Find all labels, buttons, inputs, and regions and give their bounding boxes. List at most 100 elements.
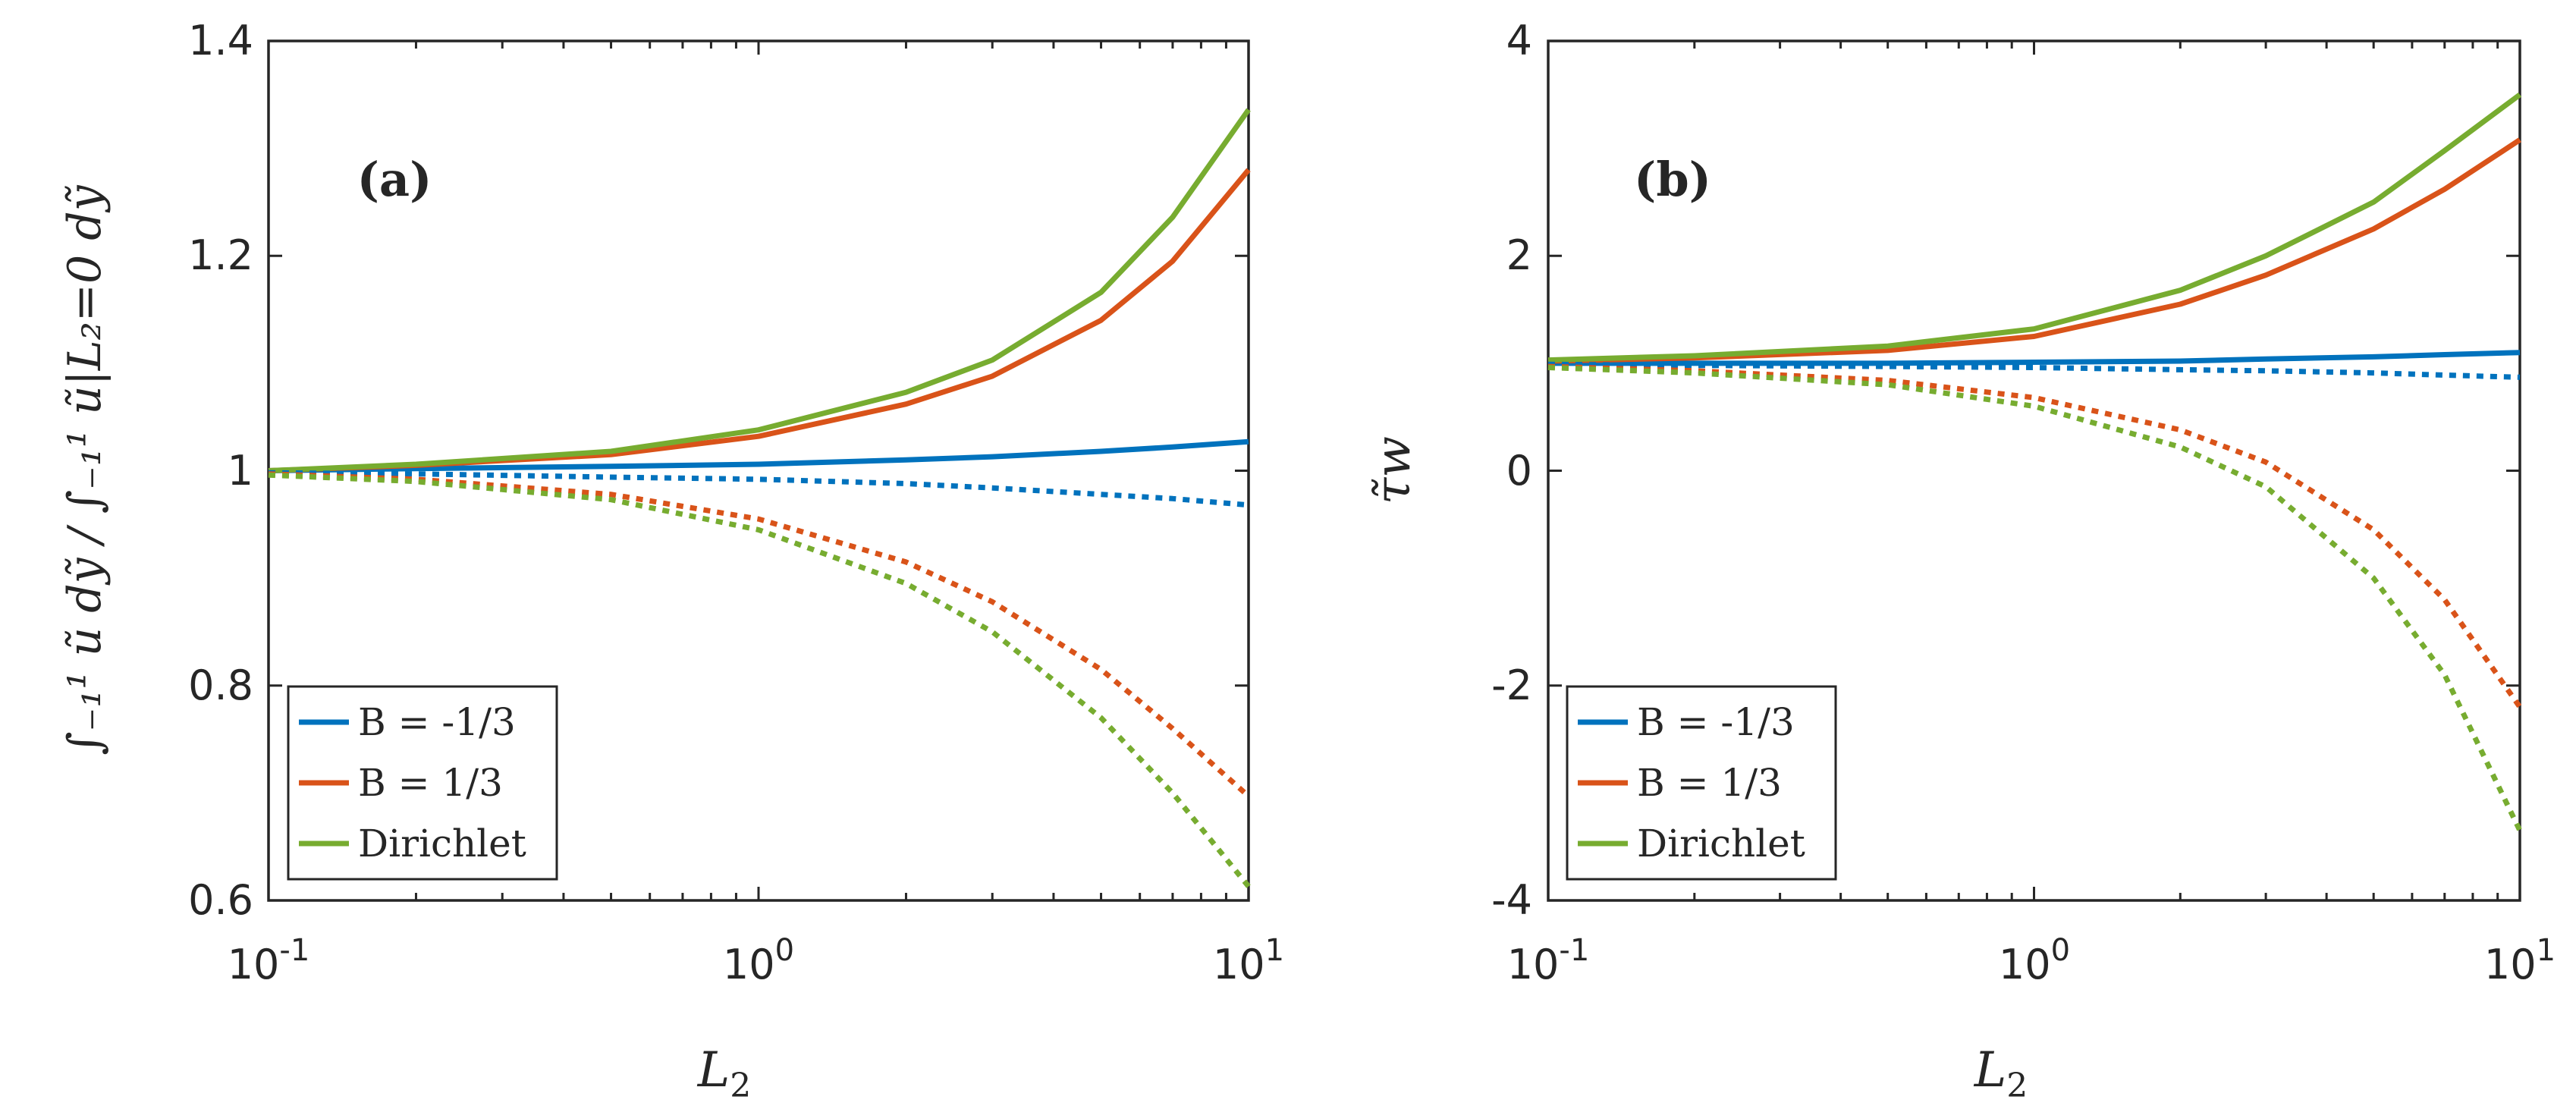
panel-a-plot-lines (266, 108, 1251, 889)
panel-b-series-5-point (2178, 445, 2182, 449)
panel-a-series-4-point (1246, 794, 1251, 799)
panel-a-series-3-point (756, 477, 761, 482)
panel-b-series-2-point (2178, 288, 2182, 293)
panel-b-ylabel: τ̃w (1365, 436, 1422, 504)
panel-b-series-3-point (2178, 367, 2182, 372)
panel-a-series-4-point (756, 517, 761, 521)
panel-b: -4 -2 0 2 4 10-1 100 101 L2 τ̃w (b) B = … (1365, 17, 2556, 1105)
panel-a-series-5-point (990, 630, 994, 634)
panel-b-xtick-label: 10-1 (1507, 933, 1590, 988)
panel-a-series-1-point (1170, 259, 1175, 263)
panel-b-series-1-point (2442, 187, 2447, 191)
panel-a-series-3-point (1170, 496, 1175, 501)
panel-b-series-1-point (2263, 273, 2268, 278)
panel-b-series-5-point (1886, 382, 1890, 387)
panel-b-series-4-point (2442, 598, 2447, 602)
panel-b-series-2-point (2518, 93, 2522, 97)
panel-b-series-3-point (2518, 375, 2522, 379)
panel-a-series-5-point (1246, 884, 1251, 889)
panel-b-series-1-point (2518, 137, 2522, 142)
panel-b-series-2-solid (1547, 92, 2522, 363)
panel-a-series-2-point (990, 358, 994, 363)
panel-b-series-0-point (2371, 354, 2376, 359)
panel-b-series-3-point (2442, 373, 2447, 378)
panel-a-series-0-point (1246, 439, 1251, 444)
panel-a-series-0-point (1170, 445, 1175, 449)
panel-b-series-3-point (1886, 364, 1890, 369)
panel-a-series-3-point (990, 485, 994, 490)
panel-b-legend-label: Dirichlet (1637, 822, 1805, 866)
panel-b-series-5-point (1692, 371, 1697, 375)
panel-a-series-2-point (609, 449, 614, 454)
panel-a-label: (a) (357, 152, 432, 207)
panel-a-xtick-label: 10-1 (228, 933, 310, 988)
panel-b-series-4-point (2178, 428, 2182, 432)
panel-b-series-5-point (1546, 366, 1550, 370)
panel-b-series-5-point (2518, 828, 2522, 833)
panel-b-series-5-point (2442, 673, 2447, 677)
panel-b-series-4-dotted (1547, 363, 2522, 709)
panel-a-series-2-point (756, 428, 761, 432)
panel-a-series-4-point (1170, 726, 1175, 731)
panel-a: 0.6 0.8 1 1.2 1.4 10-1 100 101 L2 ∫₋₁¹ ũ… (58, 17, 1284, 1105)
panel-a-ytick-label: 0.8 (188, 661, 253, 709)
panel-b-series-3-dotted (1547, 361, 2521, 380)
panel-a-series-5-point (1099, 715, 1104, 720)
panel-b-series-5-point (2371, 576, 2376, 580)
panel-a-xtick-label: 100 (723, 933, 794, 988)
panel-b-series-4-point (2371, 527, 2376, 532)
panel-b-series-0-point (2032, 360, 2037, 365)
panel-a-series-2-point (414, 462, 419, 467)
panel-a-series-0-solid (268, 438, 1249, 473)
panel-b-series-3-point (2263, 369, 2268, 373)
panel-a-series-0-point (990, 454, 994, 459)
panel-a-series-4-point (609, 492, 614, 497)
panel-b-xlabel: L2 (1974, 1042, 2028, 1105)
panel-b-xtick-label: 101 (2484, 933, 2556, 988)
panel-a-series-3-point (414, 472, 419, 476)
panel-b-legend: B = -1/3 B = 1/3 Dirichlet (1566, 685, 1837, 881)
panel-a-series-1-point (904, 402, 909, 407)
panel-b-series-2-point (1692, 353, 1697, 358)
panel-a-series-4-point (904, 560, 909, 564)
panel-a-ytick-label: 1.2 (188, 231, 253, 279)
panel-b-series-4-point (2518, 705, 2522, 709)
panel-b-series-2-point (2371, 200, 2376, 204)
panel-a-legend-label: Dirichlet (358, 822, 526, 866)
panel-a-series-5-point (756, 527, 761, 532)
panel-b-ytick-label: 2 (1506, 231, 1532, 279)
panel-a-series-0-point (609, 464, 614, 469)
panel-a-legend-label: B = 1/3 (358, 761, 503, 805)
panel-a-ytick-label: 1 (228, 447, 253, 495)
panel-a-ylabel: ∫₋₁¹ ũ dỹ / ∫₋₁¹ ũ|L₂=0 dỹ (58, 184, 112, 755)
panel-a-ytick-label: 0.6 (188, 876, 253, 924)
panel-a-ytick-label: 1.4 (188, 17, 253, 64)
panel-b-series-1-point (2371, 227, 2376, 231)
panel-a-series-1-point (1099, 318, 1104, 322)
panel-b-legend-label: B = -1/3 (1637, 700, 1795, 744)
panel-b-series-0-point (2442, 353, 2447, 357)
panel-a-series-5-point (1170, 790, 1175, 795)
panel-b-series-2-point (2032, 327, 2037, 331)
panel-a-series-4-point (1099, 668, 1104, 672)
panel-b-legend-label: B = 1/3 (1637, 761, 1782, 805)
panel-a-series-4-dotted (268, 471, 1251, 799)
panel-b-series-1-point (2178, 302, 2182, 306)
panel-a-series-3-point (609, 475, 614, 479)
panel-a-legend-label: B = -1/3 (358, 700, 516, 744)
panel-a-series-2-point (904, 390, 909, 394)
panel-b-series-2-point (1546, 358, 1550, 363)
panel-b-series-4-point (2032, 395, 2037, 400)
panel-a-series-0-point (1099, 449, 1104, 454)
panel-b-series-4-point (2263, 460, 2268, 464)
panel-a-series-5-point (266, 473, 271, 477)
panel-a-series-1-point (990, 374, 994, 379)
panel-a-series-3-point (904, 482, 909, 486)
panel-a-series-1-point (756, 434, 761, 438)
panel-b-xtick-label: 100 (1999, 933, 2070, 988)
panel-b-series-5-point (2032, 404, 2037, 409)
panel-b-plot-lines (1546, 92, 2523, 833)
panel-b-ytick-label: -2 (1491, 661, 1532, 709)
panel-b-series-0-point (2518, 350, 2522, 355)
